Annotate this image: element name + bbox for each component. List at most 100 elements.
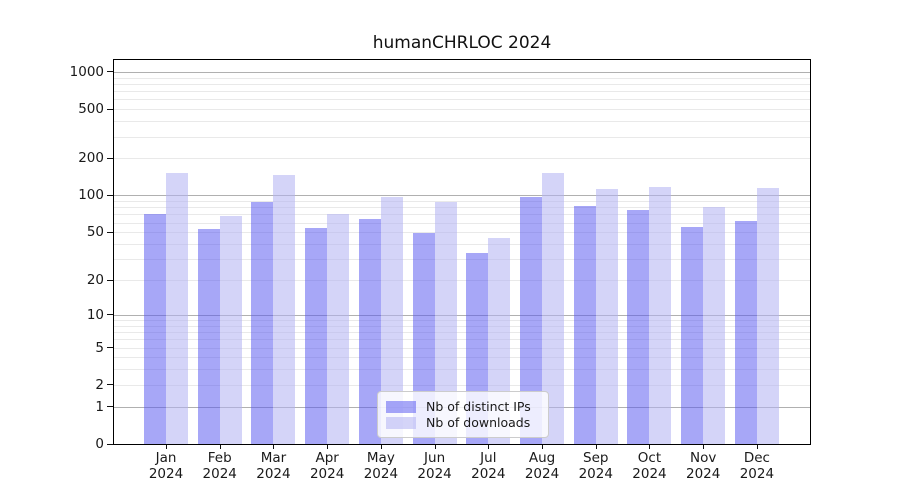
x-tick-mark xyxy=(542,445,544,449)
y-tick-mark xyxy=(107,314,113,316)
x-tick-mark xyxy=(273,445,275,449)
bar-distinct-ips xyxy=(681,227,704,444)
gridline xyxy=(114,369,810,371)
gridline xyxy=(114,332,810,334)
y-tick-label: 2 xyxy=(95,376,104,393)
y-tick-label: 100 xyxy=(78,187,104,204)
y-tick-label: 10 xyxy=(86,306,104,323)
bar-downloads xyxy=(327,214,350,444)
y-tick-label: 50 xyxy=(86,224,104,241)
gridline xyxy=(114,158,810,160)
gridline xyxy=(114,195,810,197)
y-tick-label: 20 xyxy=(86,272,104,289)
y-tick-mark xyxy=(107,443,113,445)
legend-item-downloads: Nb of downloads xyxy=(386,415,539,430)
x-tick-mark xyxy=(703,445,705,449)
legend-label-downloads: Nb of downloads xyxy=(426,415,531,430)
y-tick-label: 500 xyxy=(78,101,104,118)
bar-distinct-ips xyxy=(251,202,274,444)
y-tick-label: 200 xyxy=(78,150,104,167)
bar-downloads xyxy=(219,216,242,444)
bar-distinct-ips xyxy=(358,219,381,444)
bar-downloads xyxy=(649,186,672,444)
y-tick-mark xyxy=(107,231,113,233)
y-tick-mark xyxy=(107,347,113,348)
gridline xyxy=(114,83,810,85)
gridline xyxy=(114,259,810,261)
x-tick-label: Oct 2024 xyxy=(632,450,667,482)
gridline xyxy=(114,71,810,73)
x-tick-label: May 2024 xyxy=(363,450,399,482)
bar-distinct-ips xyxy=(197,229,220,444)
legend-item-distinct-ips: Nb of distinct IPs xyxy=(386,399,539,414)
x-tick-mark xyxy=(380,445,382,449)
x-tick-mark xyxy=(595,445,597,449)
y-tick-mark xyxy=(107,384,113,386)
bar-distinct-ips xyxy=(573,206,596,444)
y-tick-label: 0 xyxy=(95,436,104,452)
x-tick-mark xyxy=(488,445,490,449)
y-tick-mark xyxy=(107,157,113,159)
x-tick-label: Feb 2024 xyxy=(202,450,237,482)
x-tick-mark xyxy=(327,445,329,449)
x-tick-mark xyxy=(166,445,167,449)
bar-downloads xyxy=(542,172,565,444)
bar-downloads xyxy=(166,173,188,444)
y-tick-label: 5 xyxy=(95,339,104,356)
gridline xyxy=(114,109,810,111)
x-tick-label: Jun 2024 xyxy=(417,450,452,482)
x-tick-label: Mar 2024 xyxy=(256,450,291,482)
gridline xyxy=(114,347,810,349)
gridline xyxy=(114,314,810,316)
y-tick-mark xyxy=(107,194,113,196)
x-tick-mark xyxy=(649,445,651,449)
legend-swatch-downloads xyxy=(386,416,416,429)
gridline xyxy=(114,121,810,123)
x-tick-label: Jan 2024 xyxy=(148,450,184,482)
gridline xyxy=(114,214,810,216)
bar-downloads xyxy=(434,202,457,444)
bar-distinct-ips xyxy=(144,214,166,444)
bar-distinct-ips xyxy=(734,220,757,444)
gridline xyxy=(114,232,810,234)
x-tick-label: Sep 2024 xyxy=(578,450,613,482)
y-tick-mark xyxy=(107,71,113,73)
x-tick-label: Aug 2024 xyxy=(524,450,560,482)
y-tick-mark xyxy=(107,108,113,110)
x-tick-label: Nov 2024 xyxy=(686,450,721,482)
gridline xyxy=(114,325,810,327)
y-tick-label: 1000 xyxy=(69,63,104,80)
x-tick-mark xyxy=(756,445,758,449)
gridline xyxy=(114,280,810,282)
bar-downloads xyxy=(703,206,726,444)
x-tick-mark xyxy=(219,445,221,449)
gridline xyxy=(114,384,810,386)
x-tick-mark xyxy=(434,445,436,449)
gridline xyxy=(114,91,810,93)
y-tick-mark xyxy=(107,279,113,281)
gridline xyxy=(114,99,810,101)
gridline xyxy=(114,244,810,245)
bar-distinct-ips xyxy=(305,228,328,444)
bar-downloads xyxy=(380,196,403,444)
y-tick-label: 1 xyxy=(95,398,104,415)
legend-box: Nb of distinct IPs Nb of downloads xyxy=(377,391,549,438)
gridline xyxy=(114,201,810,203)
gridline xyxy=(114,207,810,209)
x-tick-label: Apr 2024 xyxy=(309,450,345,482)
gridline xyxy=(114,357,810,359)
y-tick-mark xyxy=(107,406,113,408)
bar-distinct-ips xyxy=(520,196,543,444)
gridline xyxy=(114,339,810,341)
bar-downloads xyxy=(273,174,296,444)
legend-label-distinct-ips: Nb of distinct IPs xyxy=(426,399,531,414)
chart-title: humanCHRLOC 2024 xyxy=(372,33,552,53)
bar-downloads xyxy=(756,188,779,444)
gridline xyxy=(114,136,810,138)
gridline xyxy=(114,77,810,79)
bar-downloads xyxy=(595,188,618,444)
gridline xyxy=(114,320,810,321)
x-tick-label: Jul 2024 xyxy=(471,450,506,482)
bar-distinct-ips xyxy=(627,210,650,444)
